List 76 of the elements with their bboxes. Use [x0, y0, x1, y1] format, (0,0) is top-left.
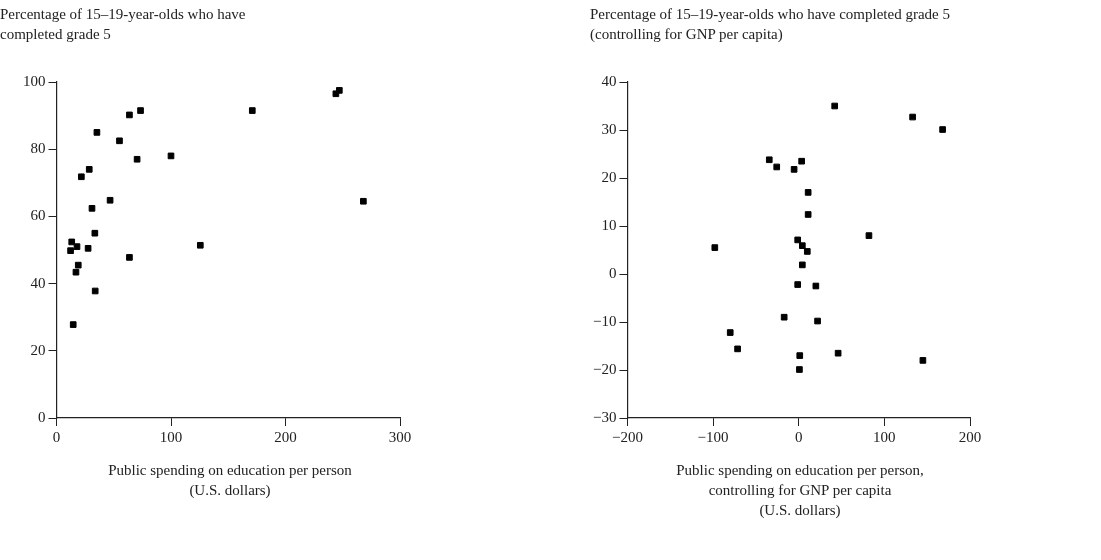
y-tick-label: 30	[601, 120, 617, 137]
point	[69, 321, 77, 328]
point	[834, 349, 842, 357]
x-tick-label: −200	[611, 428, 643, 445]
x-axis-title: Public spending on education per person (U.S. dollars)	[107, 461, 353, 500]
point	[196, 241, 204, 249]
point	[116, 137, 123, 145]
point	[814, 317, 821, 325]
point	[126, 254, 133, 261]
point	[798, 157, 805, 165]
point	[790, 166, 798, 173]
x-tick-label: 200	[274, 428, 297, 445]
x-tick-label: 0	[52, 428, 61, 445]
x-tick-label: 0	[794, 428, 803, 445]
x-tick-label: 200	[958, 428, 982, 445]
x-tick-label: 300	[388, 428, 412, 445]
point	[360, 197, 367, 205]
point	[803, 248, 811, 255]
point	[812, 282, 820, 290]
point	[799, 261, 806, 269]
point	[711, 244, 719, 251]
point	[765, 156, 773, 164]
point	[133, 155, 141, 163]
y-tick-label: −20	[592, 360, 617, 377]
point	[72, 268, 80, 276]
point	[335, 87, 343, 94]
y-tick-label: 10	[601, 216, 617, 233]
point	[796, 366, 803, 373]
y-tick-label: 0	[608, 264, 617, 281]
point	[831, 102, 839, 110]
point	[67, 247, 74, 254]
point	[93, 129, 101, 136]
y-tick-label: 0	[38, 408, 46, 425]
point	[68, 238, 76, 246]
y-tick-label: 80	[30, 140, 46, 157]
point	[734, 345, 741, 353]
y-tick-label: 40	[30, 274, 46, 291]
x-tick-label: 100	[873, 428, 896, 445]
y-tick-label: 100	[23, 72, 46, 89]
point	[106, 196, 114, 204]
point	[88, 205, 96, 212]
point	[794, 281, 802, 288]
point	[773, 163, 781, 171]
y-tick-label: −10	[592, 312, 617, 329]
point	[167, 152, 175, 160]
point	[865, 232, 873, 239]
point	[799, 242, 806, 250]
y-tick-label: 60	[30, 207, 46, 224]
point	[939, 126, 946, 133]
point	[796, 352, 804, 359]
point	[91, 287, 99, 295]
point	[804, 189, 812, 196]
point	[248, 107, 256, 114]
point	[74, 261, 82, 269]
y-tick-label: 20	[601, 168, 617, 185]
point	[91, 229, 99, 237]
point	[126, 111, 133, 119]
y-tick-label: 40	[601, 72, 617, 89]
x-tick-label: −100	[697, 428, 729, 445]
point	[794, 236, 802, 244]
point	[909, 113, 916, 121]
chart-title: Percentage of 15–19-year-olds who have completed grade 5 (controlling for GNP per capita)	[590, 5, 950, 44]
chart-title: Percentage of 15–19-year-olds who have completed grade 5	[0, 5, 246, 44]
point	[137, 107, 144, 114]
point	[919, 357, 927, 364]
point	[804, 211, 812, 218]
point	[780, 313, 788, 321]
point	[78, 173, 85, 181]
y-tick-label: −30	[592, 408, 617, 425]
point	[85, 166, 93, 173]
y-tick-label: 20	[30, 341, 46, 358]
x-axis-title: Public spending on education per person, controlling for GNP per capita (U.S. dollars)	[675, 461, 925, 520]
point	[73, 243, 81, 250]
x-tick-label: 100	[159, 428, 183, 445]
point	[84, 244, 92, 252]
point	[726, 329, 734, 336]
